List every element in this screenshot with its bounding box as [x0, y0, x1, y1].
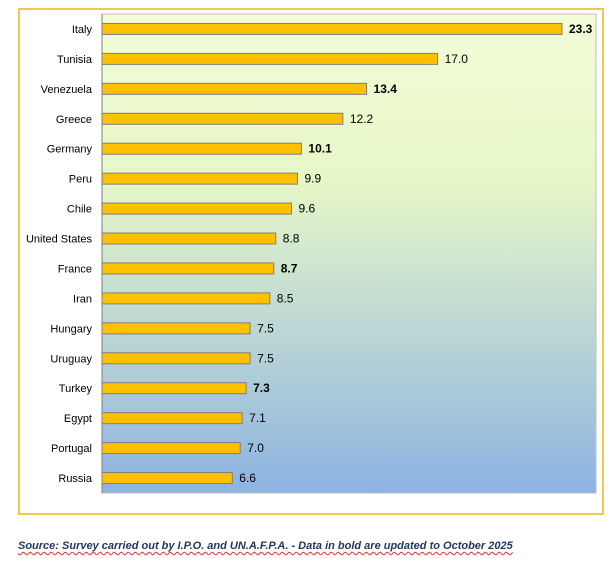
bar-egypt	[101, 412, 243, 425]
category-label: Turkey	[59, 383, 93, 395]
category-label: Venezuela	[41, 84, 93, 96]
data-label: 13.4	[374, 82, 398, 96]
data-label: 23.3	[569, 22, 593, 36]
category-label: Italy	[72, 24, 93, 36]
bar-united-states	[101, 232, 277, 245]
source-note: Source: Survey carried out by I.P.O. and…	[18, 540, 608, 552]
bars-layer: Italy 23.3 Tunisia 17.0 Venezuela 13.4 Greece 1…	[26, 22, 593, 485]
category-label: Greece	[56, 114, 92, 126]
bar-tunisia	[101, 52, 439, 65]
bar-uruguay	[101, 352, 251, 365]
bar-chart: Italy 23.3 Tunisia 17.0 Venezuela 13.4 Greece 1…	[26, 13, 597, 494]
category-label: Hungary	[50, 323, 92, 335]
data-label: 7.5	[257, 351, 274, 365]
data-label: 9.6	[299, 202, 316, 216]
data-label: 7.3	[253, 381, 270, 395]
data-label: 8.8	[283, 232, 300, 246]
data-label: 6.6	[239, 471, 256, 485]
category-label: Peru	[69, 174, 92, 186]
data-label: 7.0	[247, 441, 264, 455]
data-label: 7.5	[257, 321, 274, 335]
data-label: 10.1	[308, 142, 332, 156]
category-label: Russia	[58, 473, 93, 485]
category-label: France	[58, 263, 92, 275]
bar-turkey	[101, 382, 247, 395]
bar-iran	[101, 292, 271, 305]
bar-hungary	[101, 322, 251, 335]
bar-greece	[101, 112, 344, 125]
category-label: Iran	[73, 293, 92, 305]
category-label: Uruguay	[50, 353, 92, 365]
source-text: Source: Survey carried out by I.P.O. and…	[18, 540, 513, 552]
category-label: Chile	[67, 204, 92, 216]
data-label: 9.9	[304, 172, 321, 186]
data-label: 8.7	[281, 261, 298, 275]
bar-germany	[101, 142, 302, 155]
data-label: 12.2	[350, 112, 374, 126]
bar-chile	[101, 202, 293, 215]
bar-russia	[101, 472, 233, 485]
chart-container: Italy 23.3 Tunisia 17.0 Venezuela 13.4 Greece 1…	[18, 8, 604, 515]
bar-portugal	[101, 442, 241, 455]
bar-france	[101, 262, 275, 275]
bar-italy	[101, 22, 563, 35]
category-label: Germany	[47, 144, 93, 156]
data-label: 7.1	[249, 411, 266, 425]
category-label: Tunisia	[57, 54, 93, 66]
category-label: Egypt	[64, 413, 92, 425]
category-label: Portugal	[51, 443, 92, 455]
data-label: 17.0	[445, 52, 469, 66]
bar-venezuela	[101, 82, 368, 95]
bar-peru	[101, 172, 298, 185]
data-label: 8.5	[277, 291, 294, 305]
category-label: United States	[26, 234, 93, 246]
